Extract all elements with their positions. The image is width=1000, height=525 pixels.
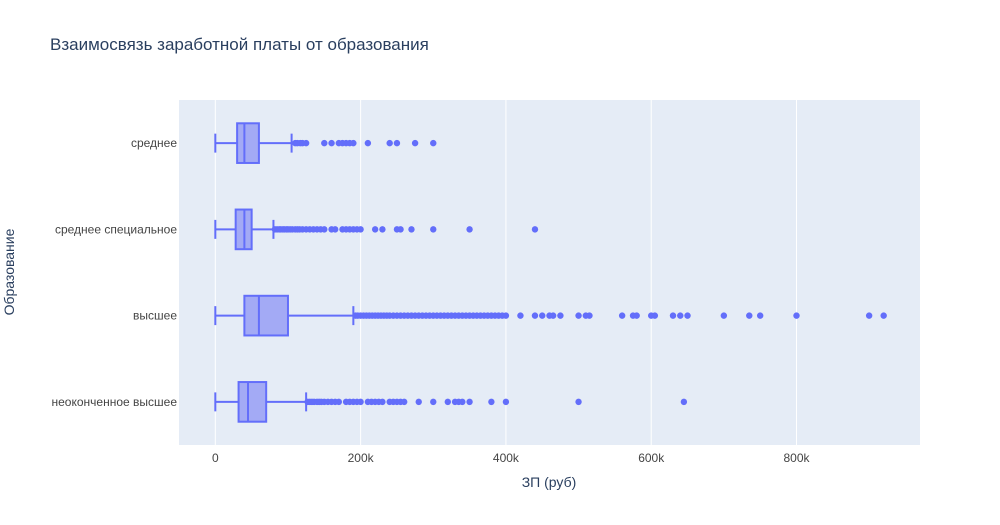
outlier-point — [793, 312, 800, 319]
box-plot — [214, 122, 293, 164]
outlier-point — [517, 312, 524, 319]
box-series — [214, 122, 355, 423]
outlier-point — [411, 139, 419, 147]
outlier-point — [669, 312, 677, 319]
outlier-point — [430, 226, 437, 233]
outlier-point — [531, 226, 539, 233]
x-axis-title: ЗП (руб) — [522, 474, 577, 490]
outlier-point — [746, 312, 753, 319]
outlier-point — [444, 398, 451, 406]
outlier-point — [502, 312, 510, 319]
outlier-point — [586, 312, 593, 319]
outlier-point — [430, 139, 437, 147]
outlier-point — [575, 312, 582, 319]
outlier-point — [364, 139, 372, 147]
x-tick-label: 0 — [212, 451, 219, 465]
outlier-point — [633, 312, 640, 319]
outlier-point — [557, 312, 564, 319]
y-tick-labels: среднее среднее специальное высшее неоконче… — [52, 136, 178, 409]
outlier-point — [459, 398, 466, 406]
outlier-point — [502, 398, 510, 406]
outlier-point — [651, 312, 659, 319]
y-tick-label: среднее специальное — [55, 222, 177, 236]
grid-lines — [214, 100, 797, 445]
outlier-point — [386, 139, 393, 147]
outlier-point — [677, 312, 684, 319]
y-axis-title: Образование — [1, 228, 17, 315]
outlier-point — [379, 398, 386, 406]
outlier-point — [321, 139, 328, 147]
outlier-point — [865, 312, 873, 319]
outlier-point — [328, 139, 335, 147]
outlier-point — [397, 226, 404, 233]
outlier-point — [720, 312, 728, 319]
outlier-point — [357, 398, 364, 406]
iqr-box — [236, 122, 260, 164]
plot-background — [179, 100, 920, 445]
outlier-point — [531, 312, 539, 319]
x-tick-label: 400k — [493, 451, 520, 465]
outlier-point — [401, 398, 408, 406]
outlier-point — [430, 398, 437, 406]
outlier-point — [408, 226, 415, 233]
y-tick-label: неоконченное высшее — [52, 395, 178, 409]
outlier-point — [393, 139, 401, 147]
outlier-point — [466, 226, 473, 233]
outlier-point — [880, 312, 887, 319]
outlier-point — [488, 398, 495, 406]
outlier-point — [539, 312, 546, 319]
outlier-point — [618, 312, 626, 319]
outlier-point — [371, 226, 379, 233]
outlier-point — [415, 398, 422, 406]
outlier-point — [575, 398, 582, 406]
outlier-points — [271, 139, 887, 406]
iqr-box — [237, 381, 268, 423]
outlier-point — [331, 226, 339, 233]
outlier-point — [302, 139, 310, 147]
outlier-point — [357, 226, 364, 233]
box-plot — [214, 381, 308, 423]
outlier-point — [466, 398, 473, 406]
outlier-point — [680, 398, 688, 406]
x-tick-label: 600k — [638, 451, 665, 465]
outlier-point — [350, 139, 357, 147]
x-tick-label: 200k — [348, 451, 375, 465]
iqr-box — [243, 294, 289, 337]
outlier-point — [379, 226, 386, 233]
outlier-point — [684, 312, 691, 319]
y-tick-label: среднее — [131, 136, 177, 150]
x-tick-labels: 0 200k 400k 600k 800k — [212, 451, 811, 465]
y-tick-label: высшее — [133, 309, 177, 323]
chart-title: Взаимосвязь заработной платы от образова… — [50, 35, 429, 54]
outlier-point — [335, 398, 343, 406]
outlier-point — [549, 312, 557, 319]
x-tick-label: 800k — [783, 451, 810, 465]
outlier-point — [321, 226, 328, 233]
outlier-point — [756, 312, 764, 319]
